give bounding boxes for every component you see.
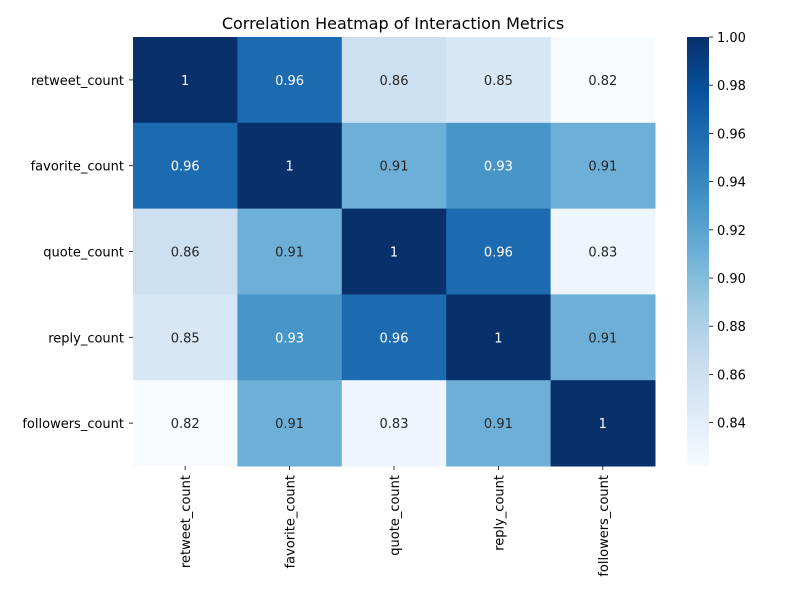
colorbar: 0.84 0.86 0.88 0.90 0.92 0.94 0.96 0.98 1.00 [687, 31, 746, 466]
x-tick-label: reply_count [492, 475, 507, 551]
heatmap-cell [550, 208, 656, 295]
colorbar-tick-label: 0.88 [717, 320, 746, 335]
heatmap-cell [341, 380, 447, 467]
cell-value-label: 0.93 [275, 331, 304, 346]
cell-value-label: 0.82 [171, 417, 200, 432]
heatmap-cell [237, 122, 343, 210]
cell-value-label: 0.96 [484, 246, 513, 261]
heatmap-cell [237, 37, 343, 124]
chart-title: Correlation Heatmap of Interaction Metri… [222, 14, 564, 33]
heatmap-cell [341, 294, 447, 381]
heatmap-cell [237, 208, 343, 295]
heatmap-cell [341, 208, 447, 295]
cell-value-label: 0.86 [171, 246, 200, 261]
cell-value-label: 0.91 [484, 417, 513, 432]
x-tick-label: followers_count [597, 475, 612, 577]
colorbar-tick-label: 0.86 [717, 368, 746, 383]
heatmap-cells: 1 0.96 0.86 0.85 0.82 0.96 1 0.91 0.93 0.91 0.86 0.… [133, 37, 656, 467]
cell-value-label: 0.91 [275, 246, 304, 261]
cell-value-label: 0.91 [275, 417, 304, 432]
cell-value-label: 1 [494, 331, 502, 346]
cell-value-label: 1 [390, 246, 398, 261]
heatmap-cell [446, 37, 552, 124]
cell-value-label: 0.82 [588, 74, 617, 89]
heatmap-cell [237, 380, 343, 467]
y-tick-label: favorite_count [31, 160, 124, 175]
heatmap-cell [550, 37, 656, 124]
cell-value-label: 0.83 [380, 417, 409, 432]
heatmap-cell [133, 294, 238, 381]
colorbar-tick-label: 0.90 [717, 272, 746, 287]
colorbar-tick-label: 0.98 [717, 79, 746, 94]
colorbar-bar [687, 37, 709, 466]
heatmap-cell [446, 380, 552, 467]
heatmap-cell [133, 37, 238, 124]
cell-value-label: 0.85 [171, 331, 200, 346]
y-tick-labels: retweet_count favorite_count quote_countre… [22, 74, 133, 432]
heatmap-cell [133, 380, 238, 467]
x-tick-label: retweet_count [179, 475, 194, 568]
heatmap-cell [341, 122, 447, 210]
heatmap-cell [446, 122, 552, 210]
heatmap-cell [446, 208, 552, 295]
cell-value-label: 0.96 [275, 74, 304, 89]
colorbar-tick-label: 0.84 [717, 417, 746, 432]
heatmap-cell [133, 208, 238, 295]
cell-value-label: 0.93 [484, 160, 513, 175]
cell-value-label: 0.91 [588, 331, 617, 346]
y-tick-label: followers_count [22, 417, 124, 432]
cell-value-label: 0.96 [380, 331, 409, 346]
y-tick-label: reply_count [48, 331, 124, 346]
y-tick-label: quote_count [43, 246, 124, 261]
colorbar-tick-label: 0.92 [717, 224, 746, 239]
cell-value-label: 0.86 [380, 74, 409, 89]
heatmap-cell [341, 37, 447, 124]
cell-value-label: 1 [181, 74, 189, 89]
x-tick-label: favorite_count [284, 475, 299, 568]
heatmap-cell [446, 294, 552, 381]
cell-value-label: 0.85 [484, 74, 513, 89]
cell-value-label: 0.91 [380, 160, 409, 175]
cell-value-label: 1 [599, 417, 607, 432]
cell-value-label: 0.83 [588, 246, 617, 261]
x-tick-labels: retweet_count favorite_count quote_count re… [179, 466, 612, 577]
cell-value-label: 0.91 [588, 160, 617, 175]
colorbar-tick-label: 0.96 [717, 127, 746, 142]
heatmap-cell [237, 294, 343, 381]
colorbar-tick-label: 1.00 [717, 31, 746, 46]
heatmap-cell [550, 294, 656, 381]
heatmap-cell [550, 380, 656, 467]
x-tick-label: quote_count [388, 475, 403, 556]
heatmap-cell [133, 122, 238, 210]
y-tick-label: retweet_count [31, 74, 124, 89]
cell-value-label: 1 [285, 160, 293, 175]
heatmap-cell [550, 122, 656, 210]
colorbar-tick-label: 0.94 [717, 176, 746, 191]
cell-value-label: 0.96 [171, 160, 200, 175]
